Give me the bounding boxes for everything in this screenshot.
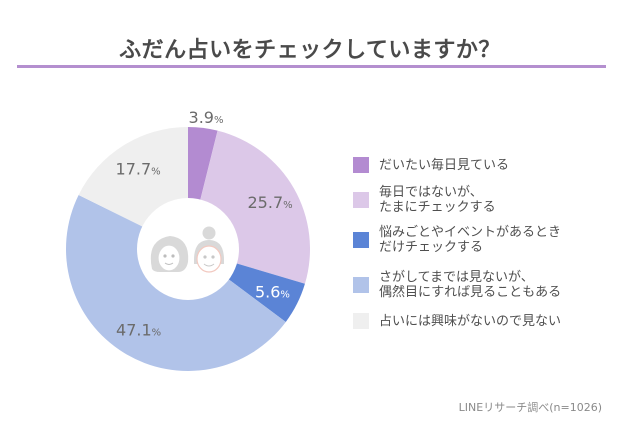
slice-value-label: 17.7% [116,160,161,179]
legend-item: 占いには興味がないので見ない [353,313,603,329]
slice-value-label: 25.7% [248,193,293,212]
donut-hole [137,198,239,300]
chart-title: ふだん占いをチェックしていますか？ [119,38,501,63]
legend-label: だいたい毎日見ている [379,157,510,173]
legend-swatch [353,232,369,248]
legend-item: 悩みごとやイベントがあるとき だけチェックする [353,225,603,255]
title-underline [17,65,606,68]
slice-value-label: 5.6% [255,282,290,301]
legend-label: 悩みごとやイベントがあるとき だけチェックする [379,225,562,255]
legend-item: だいたい毎日見ている [353,157,603,173]
legend-swatch [353,157,369,173]
source-note: LINEリサーチ調べ(n=1026) [458,401,602,414]
legend-item: 毎日ではないが、 たまにチェックする [353,185,603,215]
slice-value-label: 3.9% [189,108,224,127]
legend-label: 占いには興味がないので見ない [379,313,562,329]
legend-swatch [353,313,369,329]
two-women-faces-icon [150,226,224,273]
slice-value-label: 47.1% [116,321,161,340]
legend-label: さがしてまでは見ないが、 偶然目にすれば見ることもある [379,270,562,300]
legend-swatch [353,277,369,293]
legend-item: さがしてまでは見ないが、 偶然目にすれば見ることもある [353,270,603,300]
legend-label: 毎日ではないが、 たまにチェックする [379,185,496,215]
legend-swatch [353,192,369,208]
